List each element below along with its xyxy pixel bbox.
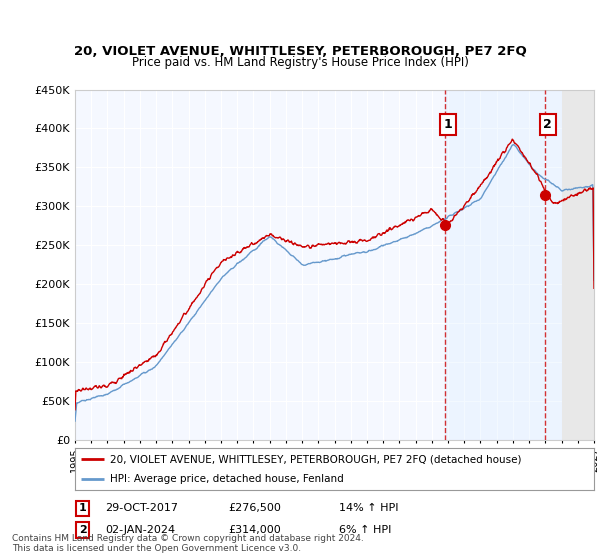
Text: £314,000: £314,000	[228, 525, 281, 535]
Text: 14% ↑ HPI: 14% ↑ HPI	[339, 503, 398, 514]
Text: HPI: Average price, detached house, Fenland: HPI: Average price, detached house, Fenl…	[110, 474, 344, 484]
Text: 2: 2	[79, 525, 86, 535]
Text: Price paid vs. HM Land Registry's House Price Index (HPI): Price paid vs. HM Land Registry's House …	[131, 56, 469, 69]
Text: £276,500: £276,500	[228, 503, 281, 514]
Text: 1: 1	[443, 118, 452, 131]
Bar	[562, 90, 594, 440]
Text: 20, VIOLET AVENUE, WHITTLESEY, PETERBOROUGH, PE7 2FQ: 20, VIOLET AVENUE, WHITTLESEY, PETERBORO…	[74, 45, 526, 58]
Text: 6% ↑ HPI: 6% ↑ HPI	[339, 525, 391, 535]
Text: Contains HM Land Registry data © Crown copyright and database right 2024.
This d: Contains HM Land Registry data © Crown c…	[12, 534, 364, 553]
Text: 2: 2	[544, 118, 552, 131]
Text: 29-OCT-2017: 29-OCT-2017	[105, 503, 178, 514]
Text: 1: 1	[79, 503, 86, 514]
Bar	[445, 90, 562, 440]
Text: 02-JAN-2024: 02-JAN-2024	[105, 525, 175, 535]
Bar	[562, 90, 594, 440]
Text: 20, VIOLET AVENUE, WHITTLESEY, PETERBOROUGH, PE7 2FQ (detached house): 20, VIOLET AVENUE, WHITTLESEY, PETERBORO…	[110, 454, 522, 464]
